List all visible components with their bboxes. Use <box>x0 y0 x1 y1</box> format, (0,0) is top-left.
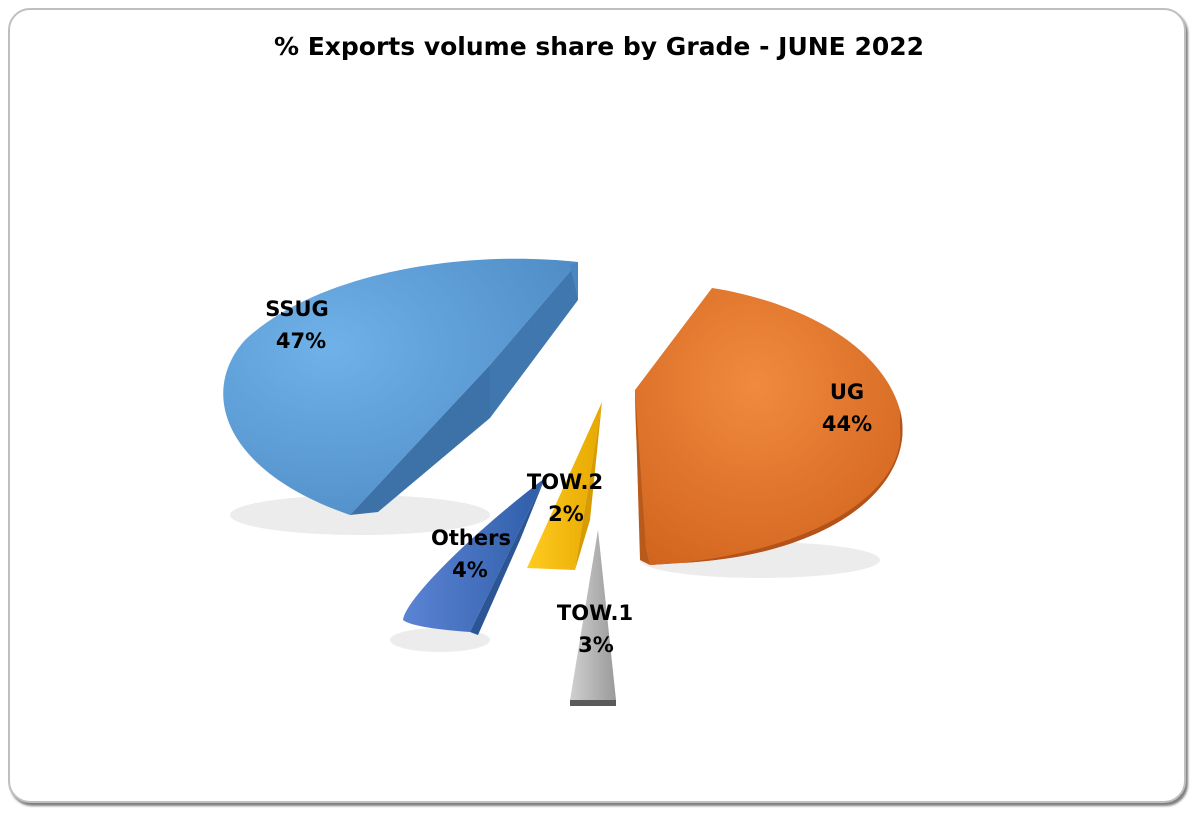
slice-tow2 <box>527 402 602 570</box>
label-tow2-name: TOW.2 <box>527 470 603 494</box>
label-tow1-name: TOW.1 <box>557 601 633 625</box>
label-tow2-percent: 2% <box>548 502 584 526</box>
label-ug-name: UG <box>830 380 864 404</box>
label-ssug-name: SSUG <box>265 297 329 321</box>
label-ug-percent: 44% <box>822 412 872 436</box>
slice-ssug <box>223 258 578 535</box>
label-others-name: Others <box>431 526 511 550</box>
slice-tow1 <box>570 530 616 706</box>
label-tow1-percent: 3% <box>578 633 614 657</box>
label-ssug-percent: 47% <box>276 329 326 353</box>
slice-others <box>390 478 545 652</box>
label-others-percent: 4% <box>452 558 488 582</box>
slice-ug <box>635 288 903 578</box>
chart-title: % Exports volume share by Grade - JUNE 2… <box>273 32 925 61</box>
